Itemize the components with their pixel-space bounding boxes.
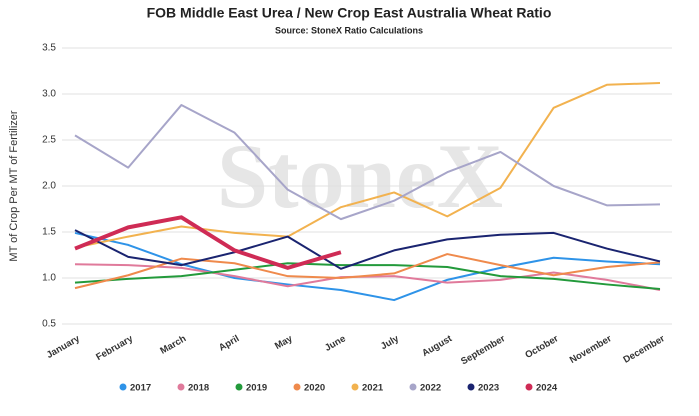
chart-title: FOB Middle East Urea / New Crop East Aus… xyxy=(147,5,552,21)
y-tick-label: 2.0 xyxy=(42,181,56,192)
legend-marker xyxy=(525,383,533,391)
x-tick-label: March xyxy=(158,333,188,357)
x-tick-label: January xyxy=(45,333,83,361)
watermark: StoneX xyxy=(217,125,503,227)
legend-label: 2023 xyxy=(478,383,499,394)
x-tick-label: July xyxy=(379,333,402,352)
y-axis-label: MT of Crop Per MT of Fertilizer xyxy=(8,110,20,262)
legend-label: 2017 xyxy=(130,383,151,394)
series-line xyxy=(74,262,661,291)
legend-label: 2018 xyxy=(188,383,209,394)
legend-marker xyxy=(119,383,127,391)
x-tick-label: November xyxy=(568,333,614,366)
legend-label: 2022 xyxy=(420,383,441,394)
x-tick-label: August xyxy=(420,333,455,359)
legend-marker xyxy=(177,383,185,391)
legend-marker xyxy=(293,383,301,391)
series-line xyxy=(74,229,661,270)
legend-label: 2020 xyxy=(304,383,325,394)
legend-marker xyxy=(467,383,475,391)
series-line xyxy=(74,104,661,221)
legend-marker xyxy=(235,383,243,391)
x-tick-label: October xyxy=(523,333,560,361)
y-tick-label: 0.5 xyxy=(42,319,56,330)
x-tick-label: April xyxy=(217,333,241,353)
series-line xyxy=(74,81,661,249)
y-tick-label: 3.5 xyxy=(42,43,56,54)
chart-subtitle: Source: StoneX Ratio Calculations xyxy=(275,25,423,35)
x-tick-label: May xyxy=(273,333,295,352)
legend-label: 2021 xyxy=(362,383,384,394)
y-tick-label: 1.5 xyxy=(42,227,56,238)
y-tick-label: 2.5 xyxy=(42,135,56,146)
x-tick-label: September xyxy=(459,333,507,367)
legend-label: 2024 xyxy=(536,383,558,394)
legend-label: 2019 xyxy=(246,383,267,394)
series-line xyxy=(74,253,661,290)
x-tick-label: February xyxy=(94,333,135,363)
y-tick-label: 3.0 xyxy=(42,89,56,100)
x-tick-label: June xyxy=(323,333,348,354)
series-line xyxy=(74,215,342,270)
legend-marker xyxy=(409,383,417,391)
legend-marker xyxy=(351,383,359,391)
y-tick-label: 1.0 xyxy=(42,273,56,284)
x-tick-label: December xyxy=(621,333,667,366)
